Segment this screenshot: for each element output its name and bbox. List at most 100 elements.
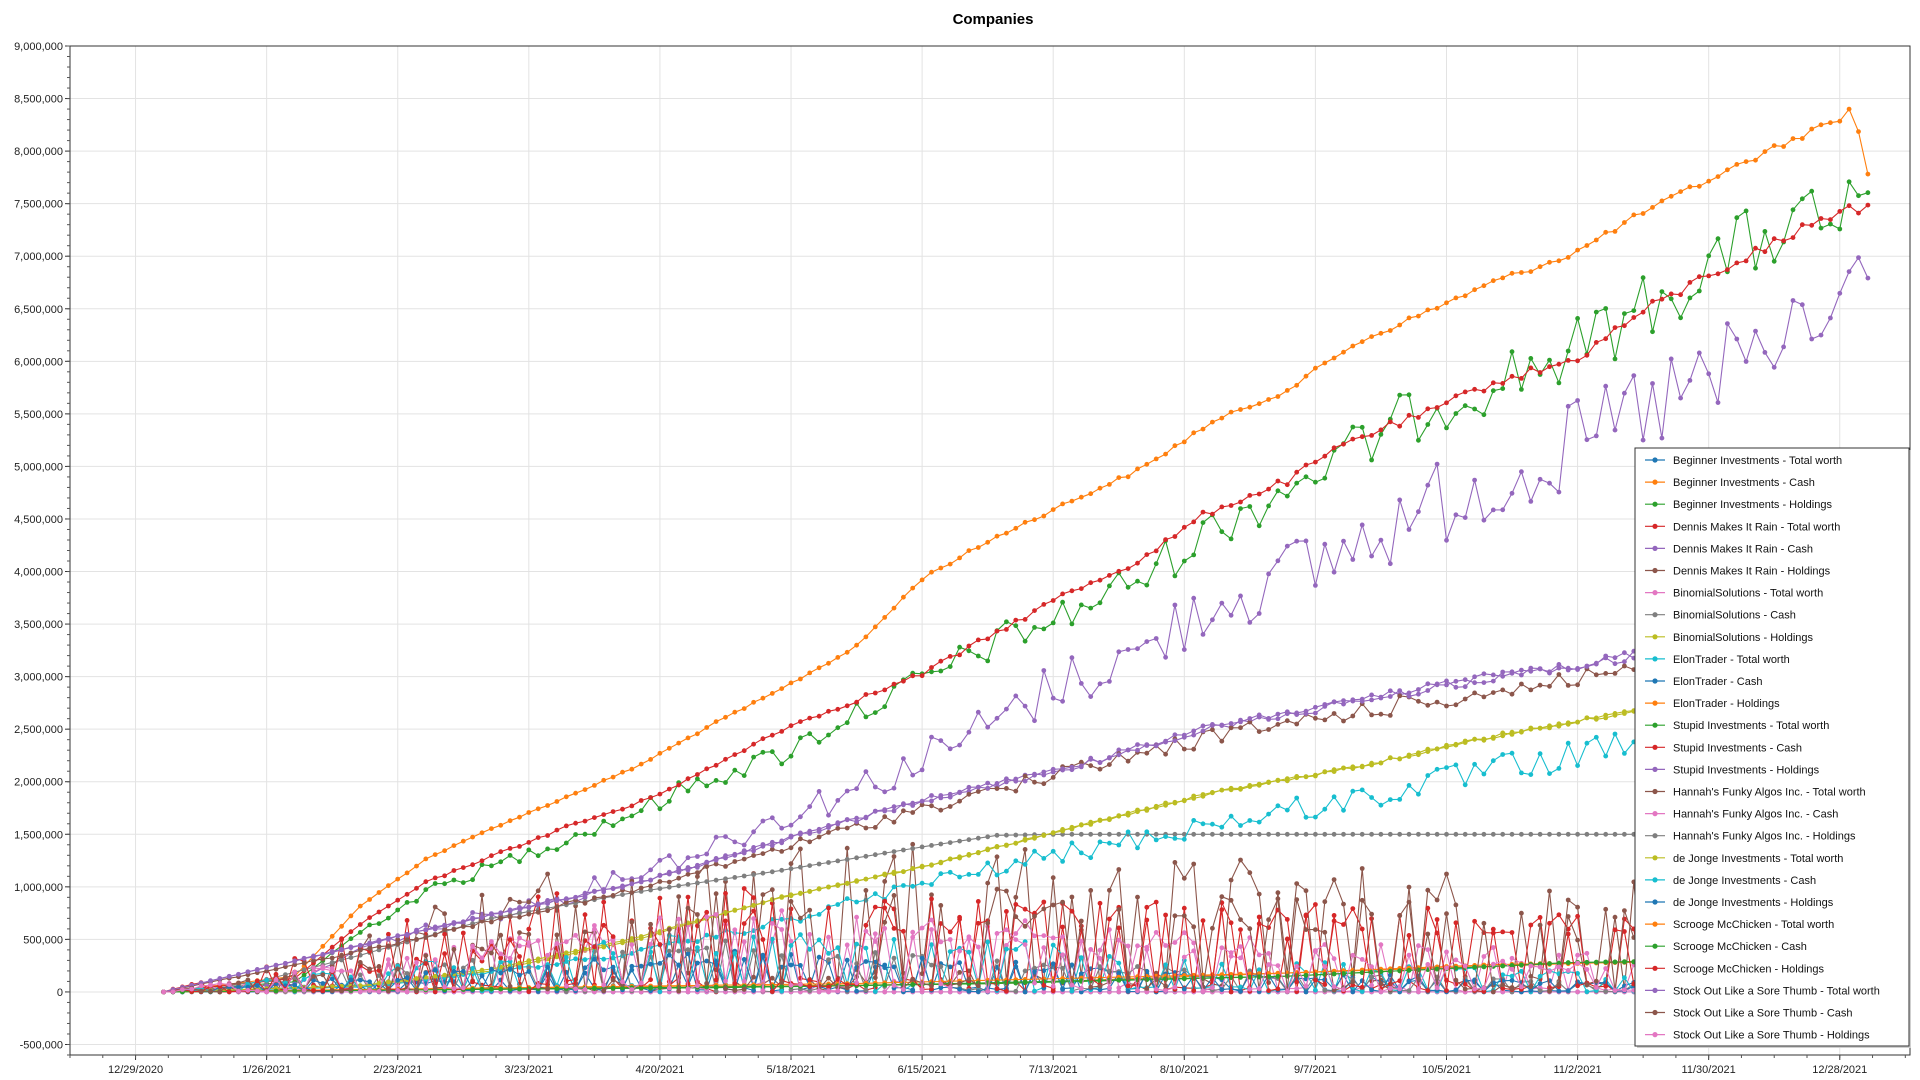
- data-point: [723, 918, 728, 924]
- data-point: [788, 938, 794, 944]
- data-point: [760, 924, 766, 930]
- data-point: [1593, 672, 1599, 678]
- data-point: [1069, 588, 1075, 594]
- data-point: [1715, 174, 1721, 180]
- data-point: [751, 895, 756, 901]
- data-point: [1060, 591, 1065, 597]
- data-point: [1406, 315, 1412, 321]
- data-point: [648, 795, 653, 800]
- data-point: [798, 963, 803, 968]
- data-point: [1060, 978, 1065, 984]
- data-point: [320, 951, 326, 957]
- data-point: [863, 634, 869, 640]
- data-point: [1743, 208, 1749, 214]
- data-point: [414, 976, 419, 981]
- data-point: [695, 945, 700, 950]
- data-point: [891, 964, 897, 970]
- data-point: [1200, 520, 1206, 525]
- data-point: [638, 889, 644, 894]
- data-point: [863, 983, 869, 988]
- data-point: [489, 986, 494, 992]
- data-point: [601, 812, 607, 817]
- data-point: [1603, 983, 1609, 989]
- data-point: [1519, 672, 1524, 678]
- data-point: [882, 898, 888, 904]
- data-point: [844, 649, 850, 655]
- data-point: [236, 984, 241, 990]
- data-point: [573, 932, 578, 938]
- data-point: [1378, 802, 1384, 808]
- data-point: [938, 658, 944, 664]
- data-point: [1462, 831, 1468, 837]
- data-point: [1556, 380, 1562, 386]
- data-point: [1219, 975, 1225, 980]
- data-point: [620, 769, 625, 775]
- data-point: [1481, 737, 1487, 743]
- data-point: [713, 762, 719, 768]
- data-point: [760, 900, 766, 905]
- data-point: [563, 955, 569, 960]
- data-point: [1088, 694, 1094, 699]
- data-point: [695, 880, 700, 886]
- data-point: [1369, 433, 1374, 438]
- data-point: [1369, 762, 1374, 768]
- data-point: [1322, 717, 1328, 723]
- data-point: [910, 810, 916, 815]
- data-point: [1050, 598, 1056, 603]
- data-point: [1659, 296, 1665, 302]
- data-point: [1790, 235, 1796, 241]
- data-point: [891, 785, 897, 791]
- data-point: [1238, 593, 1243, 599]
- data-point: [1500, 275, 1506, 281]
- data-point: [404, 975, 410, 981]
- data-point: [601, 956, 607, 962]
- data-point: [1790, 136, 1796, 142]
- data-point: [1519, 968, 1524, 974]
- data-point: [1041, 962, 1047, 968]
- data-point: [1762, 249, 1768, 255]
- data-point: [1462, 293, 1468, 299]
- data-point: [1144, 904, 1150, 910]
- data-point: [1603, 671, 1609, 676]
- data-point: [816, 834, 822, 840]
- data-point: [826, 812, 831, 818]
- data-point: [769, 869, 775, 875]
- data-point: [798, 864, 803, 870]
- data-point: [1453, 902, 1459, 908]
- data-point: [423, 927, 429, 933]
- data-point: [826, 905, 831, 911]
- data-point: [1631, 308, 1637, 313]
- data-point: [1369, 831, 1374, 837]
- data-point: [526, 847, 532, 853]
- data-point: [901, 678, 906, 684]
- data-point: [882, 850, 888, 856]
- data-point: [432, 904, 438, 910]
- data-point: [807, 988, 813, 994]
- data-point: [844, 881, 850, 886]
- data-point: [732, 859, 738, 864]
- data-point: [1013, 988, 1019, 994]
- data-point: [460, 930, 466, 936]
- data-point: [1069, 908, 1075, 914]
- data-point: [826, 934, 831, 940]
- data-point: [442, 951, 447, 957]
- data-point: [901, 869, 906, 874]
- data-point: [367, 946, 372, 951]
- data-point: [1593, 237, 1599, 243]
- data-point: [751, 902, 756, 908]
- data-point: [1612, 671, 1618, 676]
- data-point: [1022, 703, 1028, 709]
- data-point: [1640, 275, 1646, 281]
- data-point: [1078, 602, 1084, 608]
- data-point: [1219, 529, 1225, 535]
- data-point: [975, 850, 981, 856]
- data-point: [1303, 538, 1309, 544]
- data-point: [563, 840, 569, 846]
- data-point: [1509, 955, 1515, 961]
- data-point: [807, 731, 813, 737]
- data-point: [798, 719, 803, 724]
- data-point: [592, 923, 597, 928]
- data-point: [1612, 661, 1618, 667]
- data-point: [1556, 988, 1562, 994]
- data-point: [1181, 967, 1187, 973]
